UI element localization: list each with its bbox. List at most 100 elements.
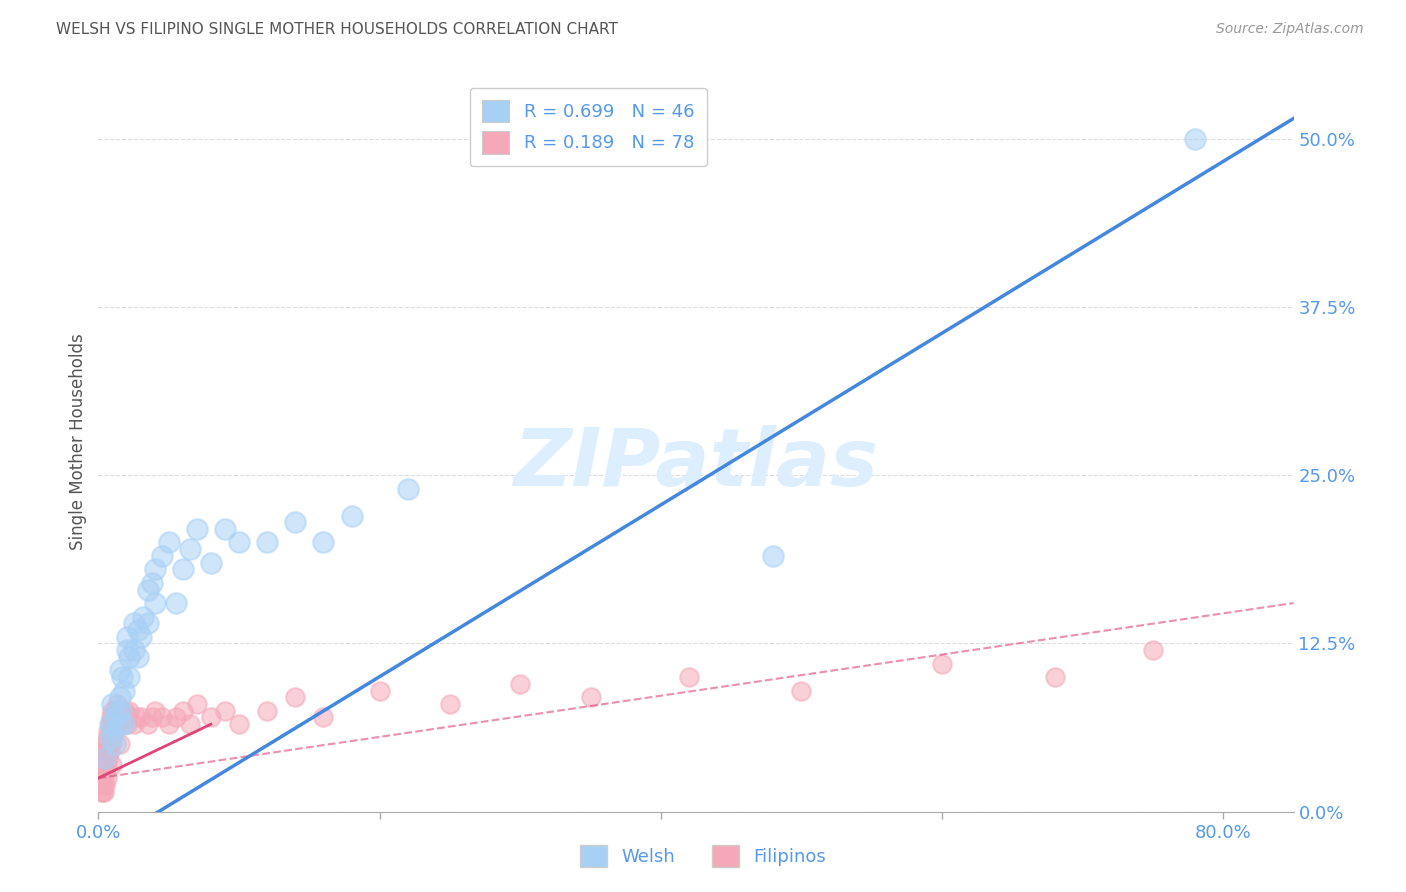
Point — [90, 757, 112, 772]
Point — [228, 535, 250, 549]
Point — [97, 751, 120, 765]
Point — [96, 744, 118, 758]
Point — [91, 751, 114, 765]
Point — [107, 704, 129, 718]
Point — [91, 764, 114, 779]
Point — [115, 630, 138, 644]
Point — [97, 738, 120, 752]
Legend: R = 0.699   N = 46, R = 0.189   N = 78: R = 0.699 N = 46, R = 0.189 N = 78 — [470, 87, 707, 166]
Point — [96, 771, 118, 785]
Point — [186, 697, 208, 711]
Point — [114, 704, 136, 718]
Point — [122, 717, 145, 731]
Point — [101, 731, 124, 745]
Point — [132, 609, 155, 624]
Point — [89, 778, 111, 792]
Point — [129, 630, 152, 644]
Point — [150, 549, 173, 563]
Point — [122, 616, 145, 631]
Point — [91, 778, 114, 792]
Point — [136, 582, 159, 597]
Point — [111, 717, 134, 731]
Point — [312, 535, 335, 549]
Point — [108, 738, 131, 752]
Point — [96, 731, 118, 745]
Point — [122, 643, 145, 657]
Point — [129, 710, 152, 724]
Point — [100, 738, 122, 752]
Point — [100, 710, 122, 724]
Point — [103, 723, 125, 738]
Point — [157, 535, 180, 549]
Point — [931, 657, 953, 671]
Point — [179, 542, 201, 557]
Point — [115, 643, 138, 657]
Point — [125, 710, 148, 724]
Text: Source: ZipAtlas.com: Source: ZipAtlas.com — [1216, 22, 1364, 37]
Point — [143, 596, 166, 610]
Point — [101, 697, 124, 711]
Point — [141, 575, 163, 590]
Point — [101, 717, 124, 731]
Point — [256, 704, 278, 718]
Point — [108, 664, 131, 678]
Point — [112, 710, 135, 724]
Point — [143, 704, 166, 718]
Point — [94, 751, 117, 765]
Point — [186, 522, 208, 536]
Point — [150, 710, 173, 724]
Point — [256, 535, 278, 549]
Point — [165, 710, 187, 724]
Point — [104, 704, 127, 718]
Point — [112, 683, 135, 698]
Point — [368, 683, 391, 698]
Point — [93, 784, 115, 798]
Point — [104, 738, 127, 752]
Point — [143, 562, 166, 576]
Point — [111, 670, 134, 684]
Point — [89, 764, 111, 779]
Point — [200, 710, 222, 724]
Point — [101, 757, 124, 772]
Point — [98, 731, 121, 745]
Point — [94, 738, 117, 752]
Point — [108, 690, 131, 705]
Point — [1184, 131, 1206, 145]
Point — [439, 697, 461, 711]
Point — [1043, 670, 1066, 684]
Point — [1142, 643, 1164, 657]
Text: WELSH VS FILIPINO SINGLE MOTHER HOUSEHOLDS CORRELATION CHART: WELSH VS FILIPINO SINGLE MOTHER HOUSEHOL… — [56, 22, 619, 37]
Point — [179, 717, 201, 731]
Point — [91, 784, 114, 798]
Point — [105, 710, 128, 724]
Point — [110, 704, 132, 718]
Point — [94, 764, 117, 779]
Point — [157, 717, 180, 731]
Point — [94, 751, 117, 765]
Point — [509, 677, 531, 691]
Point — [93, 744, 115, 758]
Point — [790, 683, 813, 698]
Legend: Welsh, Filipinos: Welsh, Filipinos — [572, 838, 834, 874]
Point — [141, 710, 163, 724]
Point — [172, 562, 194, 576]
Point — [312, 710, 335, 724]
Point — [214, 704, 236, 718]
Point — [90, 771, 112, 785]
Point — [284, 516, 307, 530]
Point — [98, 731, 121, 745]
Point — [108, 717, 131, 731]
Point — [396, 482, 419, 496]
Point — [98, 744, 121, 758]
Point — [118, 670, 141, 684]
Point — [118, 649, 141, 664]
Point — [579, 690, 602, 705]
Point — [96, 757, 118, 772]
Point — [105, 697, 128, 711]
Point — [104, 717, 127, 731]
Text: ZIPatlas: ZIPatlas — [513, 425, 879, 503]
Point — [284, 690, 307, 705]
Point — [228, 717, 250, 731]
Point — [117, 710, 139, 724]
Point — [93, 771, 115, 785]
